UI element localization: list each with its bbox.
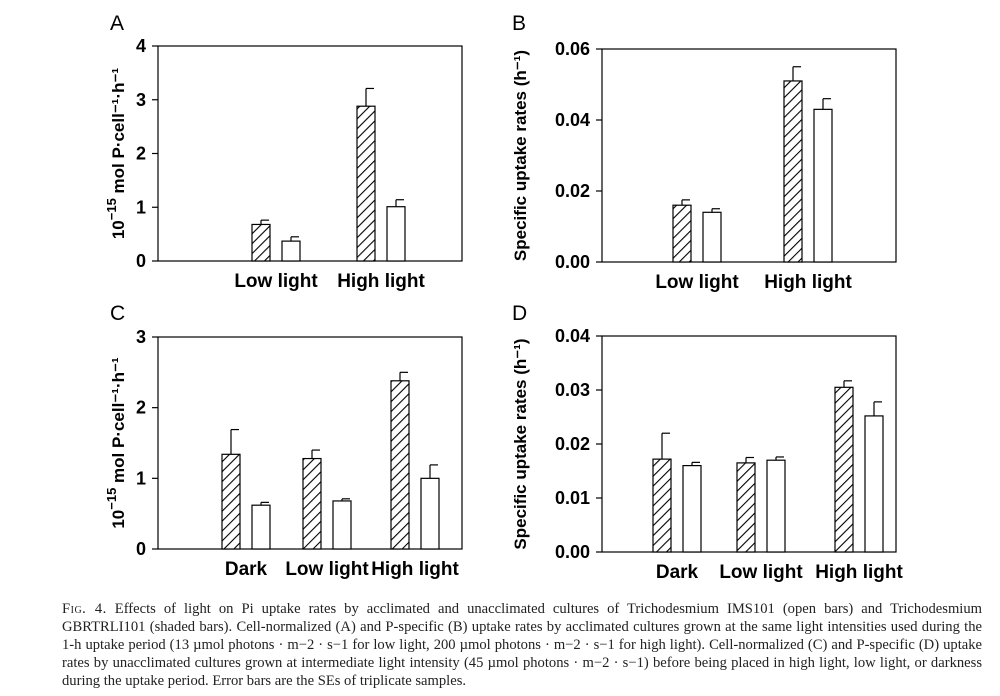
panel-label: C	[110, 302, 125, 325]
bar-open	[766, 459, 786, 553]
bar-open	[813, 108, 833, 263]
bar-open	[281, 240, 301, 262]
bar-hatched	[834, 386, 854, 553]
bar-hatched	[783, 80, 803, 263]
bar-open	[864, 415, 884, 553]
bar-hatched	[302, 457, 322, 550]
x-category-label: High light	[815, 562, 903, 583]
x-category-label: Dark	[225, 559, 268, 580]
y-tick-label: 0.04	[555, 326, 590, 346]
y-tick-label: 0.03	[555, 380, 590, 400]
bar-open	[702, 211, 722, 263]
panel-label: B	[512, 12, 526, 35]
bar-open	[682, 465, 702, 553]
y-tick-label: 0.02	[555, 181, 590, 201]
x-category-label: Low light	[234, 271, 318, 292]
bar-hatched	[736, 462, 756, 553]
y-tick-label: 1	[136, 468, 146, 488]
y-tick-label: 3	[136, 327, 146, 347]
panel-b: B 0.00 0.02 0.04 0.06 Specific uptake rates (…	[511, 12, 897, 293]
plot-frame	[601, 48, 897, 263]
panel-label: D	[512, 302, 527, 325]
bar-hatched	[356, 105, 376, 262]
bar-hatched	[390, 380, 410, 550]
x-category-label: High light	[764, 272, 852, 293]
x-category-label: High light	[371, 559, 459, 580]
figure-caption: Fig. 4. Effects of light on Pi uptake rat…	[62, 600, 982, 690]
y-tick-label: 2	[136, 398, 146, 418]
caption-text: Effects of light on Pi uptake rates by a…	[62, 601, 982, 689]
x-category-label: Low light	[285, 559, 369, 580]
bar-open	[251, 504, 271, 550]
bar-hatched	[251, 223, 271, 262]
y-tick-label: 0	[136, 539, 146, 559]
y-axis-label: 10−15 mol P·cell⁻¹·h⁻¹	[104, 68, 128, 240]
bar-open	[386, 206, 406, 262]
y-tick-label: 0.00	[555, 252, 590, 272]
y-tick-label: 0.06	[555, 39, 590, 59]
y-tick-label: 1	[136, 197, 146, 217]
y-axis-label: Specific uptake rates (h⁻¹)	[511, 50, 530, 261]
y-tick-label: 4	[136, 36, 146, 56]
y-tick-label: 0.01	[555, 488, 590, 508]
bar-hatched	[221, 453, 241, 550]
y-axis-label: 10−15 mol P·cell⁻¹·h⁻¹	[104, 357, 128, 529]
x-category-label: Low light	[719, 562, 803, 583]
x-category-label: High light	[337, 271, 425, 292]
panel-c: C 0 1 2 3 10−15 mol P·cell⁻¹·h⁻¹ Dark Low light…	[104, 302, 463, 580]
y-tick-label: 2	[136, 144, 146, 164]
caption-label: Fig. 4.	[62, 601, 107, 617]
y-tick-label: 0	[136, 251, 146, 271]
y-axis-label: Specific uptake rates (h⁻¹)	[511, 338, 530, 549]
y-tick-label: 3	[136, 90, 146, 110]
panel-label: A	[110, 12, 124, 35]
x-category-label: Low light	[655, 272, 739, 293]
plot-frame	[157, 45, 463, 262]
y-tick-label: 0.02	[555, 434, 590, 454]
bar-open	[332, 500, 352, 550]
panel-a: A 0 1 2 3 4 10−15 mol P·cell⁻¹·h⁻¹ Low light Hig…	[104, 12, 463, 292]
panel-d: D 0.00 0.01 0.02 0.03 0.04 Specific uptake rat…	[511, 302, 903, 583]
x-category-label: Dark	[656, 562, 699, 583]
bar-open	[420, 477, 440, 550]
bar-hatched	[672, 204, 692, 263]
y-tick-label: 0.00	[555, 542, 590, 562]
bar-hatched	[652, 458, 672, 553]
y-tick-label: 0.04	[555, 110, 590, 130]
